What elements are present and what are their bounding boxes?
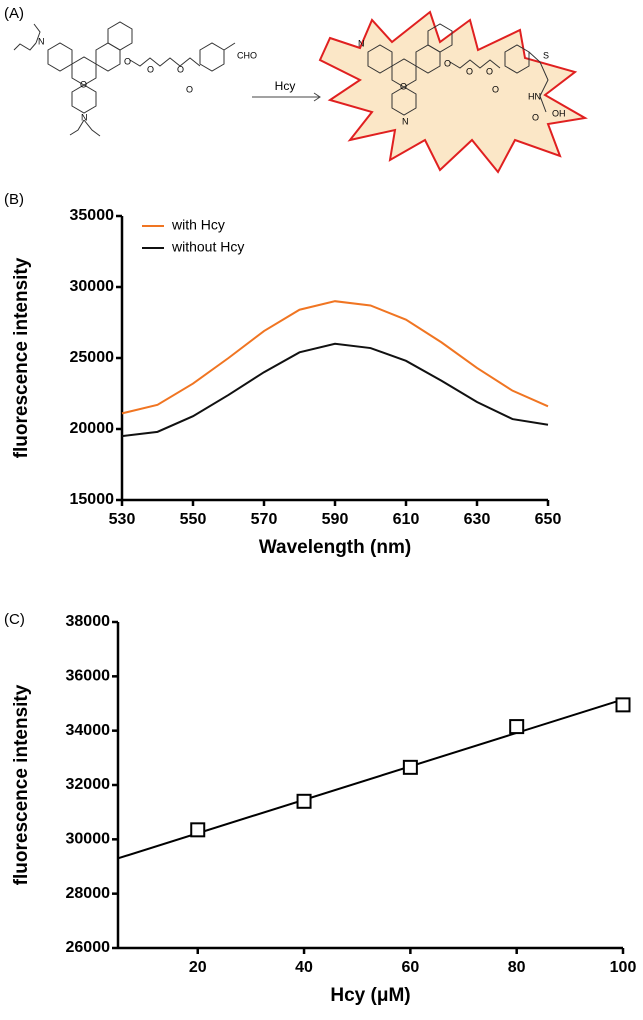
y-tick-label: 20000 (70, 420, 115, 437)
atom: O (147, 64, 154, 74)
y-tick-label: 26000 (66, 939, 111, 956)
atom: O (80, 79, 87, 89)
x-tick-label: 80 (508, 959, 526, 976)
atom: O (186, 84, 193, 94)
atom: N (402, 116, 409, 126)
atom: O (492, 84, 499, 94)
point (402, 759, 418, 775)
point (615, 697, 631, 713)
x-tick-label: 610 (393, 511, 420, 528)
legend-label: with Hcy (171, 217, 225, 233)
y-tick-label: 28000 (66, 885, 111, 902)
y-axis-label: fluorescence intensity (11, 257, 32, 458)
atom: CHO (237, 50, 257, 60)
atom: O (400, 81, 407, 91)
atom: O (532, 112, 539, 122)
point (190, 822, 206, 838)
atom: N (81, 112, 88, 122)
x-axis-label: Wavelength (nm) (259, 537, 411, 558)
y-tick-label: 30000 (66, 831, 111, 848)
arrow-head (313, 92, 321, 102)
panel-label: (A) (4, 5, 24, 22)
atom: HN (528, 91, 541, 101)
x-tick-label: 60 (401, 959, 419, 976)
line-series (121, 342, 549, 438)
y-tick-label: 15000 (70, 491, 115, 508)
atom: O (124, 56, 131, 66)
panel-label: (B) (4, 191, 24, 208)
x-tick-label: 630 (464, 511, 491, 528)
point (509, 719, 525, 735)
x-tick-label: 590 (322, 511, 349, 528)
atom: O (177, 64, 184, 74)
y-tick-label: 34000 (66, 722, 111, 739)
x-tick-label: 530 (109, 511, 136, 528)
y-tick-label: 25000 (70, 349, 115, 366)
panel-label: (C) (4, 611, 25, 628)
atom: OH (552, 108, 566, 118)
molecule-right (367, 23, 549, 116)
x-tick-label: 40 (295, 959, 313, 976)
atom: O (466, 66, 473, 76)
atom: O (486, 66, 493, 76)
reagent: Hcy (275, 79, 296, 93)
y-tick-label: 30000 (70, 278, 115, 295)
y-tick-label: 36000 (66, 668, 111, 685)
atom: N (38, 36, 45, 46)
point (296, 793, 312, 809)
x-tick-label: 20 (189, 959, 207, 976)
legend-label: without Hcy (171, 239, 244, 255)
x-axis-label: Hcy (μM) (330, 985, 410, 1006)
x-tick-label: 650 (535, 511, 562, 528)
line-series (121, 300, 549, 415)
y-tick-label: 38000 (66, 613, 111, 630)
atom: N (358, 38, 365, 48)
atom: O (444, 58, 451, 68)
y-axis-label: fluorescence intensity (11, 684, 32, 885)
x-tick-label: 570 (251, 511, 278, 528)
y-tick-label: 32000 (66, 776, 111, 793)
molecule-left (13, 21, 236, 137)
y-tick-label: 35000 (70, 207, 115, 224)
x-tick-label: 100 (610, 959, 637, 976)
x-tick-label: 550 (180, 511, 207, 528)
atom: S (543, 50, 549, 60)
